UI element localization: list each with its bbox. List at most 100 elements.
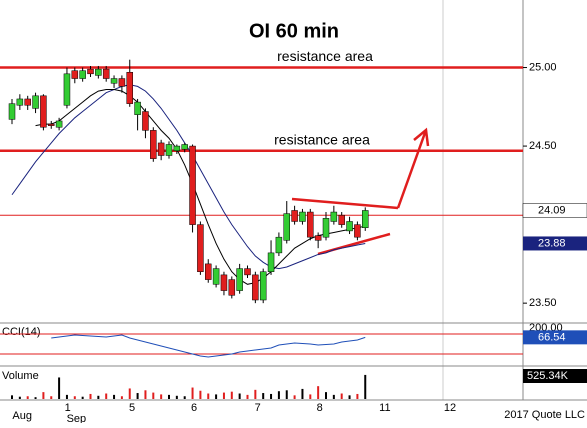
- candle-body: [87, 68, 94, 75]
- volume-tag: [523, 369, 587, 383]
- candle-body: [102, 68, 110, 79]
- volume-bar: [246, 394, 249, 399]
- volume-bar: [81, 396, 84, 399]
- candle-body: [267, 252, 275, 272]
- candle-body: [259, 271, 267, 301]
- candle-body: [48, 123, 55, 126]
- candle-body: [157, 142, 165, 156]
- volume-bar: [175, 395, 178, 399]
- volume-bar: [238, 393, 241, 399]
- volume-bar: [105, 393, 108, 399]
- candle-body: [71, 70, 79, 79]
- volume-bar: [207, 393, 210, 399]
- volume-bar: [309, 394, 312, 399]
- x-tick-label: 12: [444, 402, 456, 414]
- volume-bar: [301, 388, 304, 399]
- volume-bar: [348, 395, 351, 399]
- candle-body: [346, 221, 353, 232]
- candle-body: [40, 95, 47, 128]
- volume-bar: [26, 396, 29, 399]
- volume-bar: [18, 396, 21, 399]
- candle-body: [189, 145, 196, 225]
- volume-bar: [160, 394, 163, 399]
- volume-bar: [199, 390, 202, 399]
- volume-bar: [113, 394, 116, 399]
- drawn-annotation: [291, 127, 430, 256]
- candle-body: [220, 274, 228, 291]
- moving-average: [11, 84, 366, 270]
- volume-bar: [277, 391, 280, 399]
- cci-tag: [523, 330, 587, 345]
- x-tick-label: 11: [379, 402, 390, 414]
- cci-line: [51, 334, 366, 358]
- candle-body: [307, 211, 314, 238]
- y-tick-label: 24.50: [529, 140, 557, 152]
- volume-bar: [136, 393, 139, 399]
- candle-body: [283, 213, 290, 241]
- candle-body: [16, 98, 24, 106]
- volume-bar: [270, 393, 273, 399]
- volume-bar: [364, 374, 367, 399]
- annotation: resistance area: [277, 48, 373, 64]
- candle-body: [322, 218, 330, 238]
- x-tick-label: 7: [255, 402, 261, 414]
- month-label: Sep: [67, 413, 87, 423]
- volume-bar: [254, 389, 257, 399]
- candle-body: [32, 95, 39, 109]
- candle-body: [55, 120, 63, 128]
- candle-body: [110, 78, 118, 84]
- candle-body: [165, 144, 173, 156]
- candle-body: [362, 210, 369, 229]
- candle-body: [314, 235, 322, 241]
- price-tag: [522, 203, 587, 218]
- candle-body: [173, 145, 181, 152]
- candle-body: [134, 101, 141, 115]
- volume-bar: [65, 394, 68, 399]
- candle-body: [142, 111, 149, 131]
- candle-body: [197, 224, 204, 272]
- volume-bar: [58, 377, 61, 399]
- volume-bar: [50, 396, 53, 399]
- candle-body: [275, 236, 283, 254]
- candle-body: [252, 274, 259, 301]
- volume-bar: [293, 395, 296, 399]
- x-tick-label: 5: [129, 402, 135, 414]
- x-tick-label: 8: [317, 402, 323, 414]
- candle-body: [118, 78, 126, 87]
- volume-bar: [191, 387, 194, 399]
- volume-bar: [340, 393, 343, 399]
- candle-body: [181, 144, 188, 150]
- volume-bar: [285, 390, 288, 399]
- volume-bar: [262, 393, 265, 399]
- volume-legend: Volume: [2, 370, 39, 382]
- volume-bar: [317, 386, 320, 399]
- volume-bar: [356, 393, 359, 399]
- x-tick-label: 1: [65, 402, 71, 414]
- month-label: Aug: [12, 410, 32, 422]
- x-tick-label: 6: [191, 402, 197, 414]
- volume-bar: [128, 388, 131, 399]
- ma-tag-label: 23.88: [538, 237, 566, 249]
- candle-body: [330, 211, 338, 222]
- copyright: 2017 Quote LLC: [504, 409, 585, 421]
- candle-body: [236, 268, 243, 291]
- annotation: resistance area: [274, 131, 370, 147]
- candle-body: [79, 70, 86, 79]
- volume-bar: [222, 392, 225, 399]
- y-tick-label: 23.50: [529, 297, 557, 309]
- cci-tag-label: 66.54: [538, 331, 566, 343]
- volume-bar: [11, 395, 13, 399]
- candle-body: [24, 98, 31, 106]
- candle-body: [95, 68, 102, 76]
- volume-bar: [144, 390, 147, 399]
- volume-bar: [89, 393, 92, 399]
- candle-body: [212, 268, 220, 285]
- volume-bar: [152, 392, 155, 399]
- volume-bar: [73, 396, 76, 399]
- candle-body: [205, 263, 212, 280]
- volume-bar: [34, 397, 37, 399]
- price-tag-label: 24.09: [538, 204, 566, 216]
- volume-bar: [120, 396, 123, 399]
- volume-bar: [215, 394, 218, 399]
